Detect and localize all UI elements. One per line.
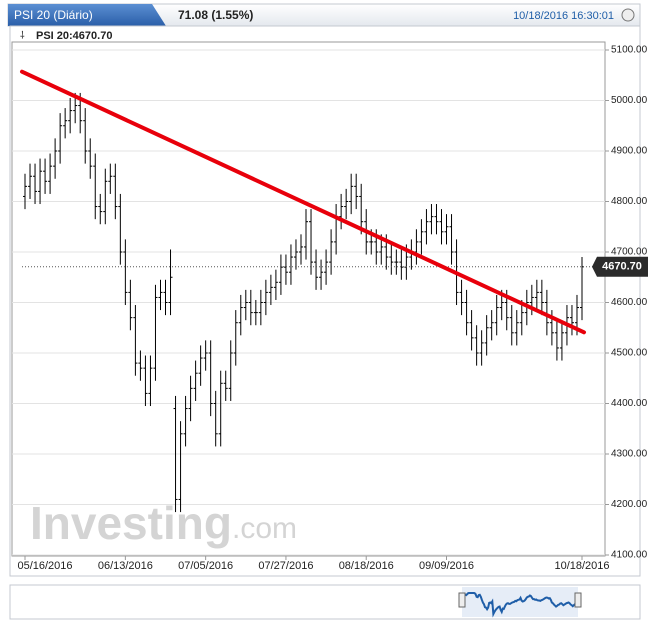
watermark: Investing	[30, 497, 232, 549]
y-tick-label: 4600.00	[611, 297, 648, 308]
y-tick-label: 4700.00	[611, 247, 648, 258]
price-change: 71.08 (1.55%)	[178, 8, 253, 22]
y-tick-label: 4900.00	[611, 146, 648, 157]
plot-area	[11, 41, 606, 557]
x-tick-label: 06/13/2016	[98, 560, 153, 572]
navigator-line	[461, 592, 579, 618]
last-price-tag	[592, 256, 648, 277]
y-tick-label: 5100.00	[611, 45, 648, 56]
chart-frame	[9, 25, 641, 577]
settings-button[interactable]	[621, 8, 635, 22]
x-tick-label: 10/18/2016	[554, 560, 609, 572]
y-tick-label: 4400.00	[611, 398, 648, 409]
navigator-handle[interactable]	[458, 592, 466, 608]
x-tick-label: 08/18/2016	[339, 560, 394, 572]
chart-title: PSI 20 (Diário)	[14, 8, 93, 22]
timestamp: 10/18/2016 16:30:01	[513, 10, 614, 22]
navigator-selection	[462, 587, 578, 617]
trendline	[20, 69, 586, 335]
x-tick-label: 09/09/2016	[419, 560, 474, 572]
navigator-handle[interactable]	[574, 592, 582, 608]
y-tick-label: 4300.00	[611, 449, 648, 460]
y-tick-label: 4500.00	[611, 348, 648, 359]
legend-icon: ⸸	[20, 31, 25, 42]
x-tick-label: 05/16/2016	[17, 560, 72, 572]
y-tick-label: 5000.00	[611, 95, 648, 106]
watermark-suffix: .com	[232, 512, 297, 545]
legend: PSI 20:4670.70	[36, 30, 112, 42]
y-tick-label: 4100.00	[611, 550, 648, 561]
last-price-label: 4670.70	[602, 261, 642, 273]
y-tick-label: 4800.00	[611, 196, 648, 207]
title-tab	[8, 4, 166, 26]
y-tick-label: 4200.00	[611, 499, 648, 510]
x-tick-label: 07/05/2016	[178, 560, 233, 572]
x-tick-label: 07/27/2016	[258, 560, 313, 572]
